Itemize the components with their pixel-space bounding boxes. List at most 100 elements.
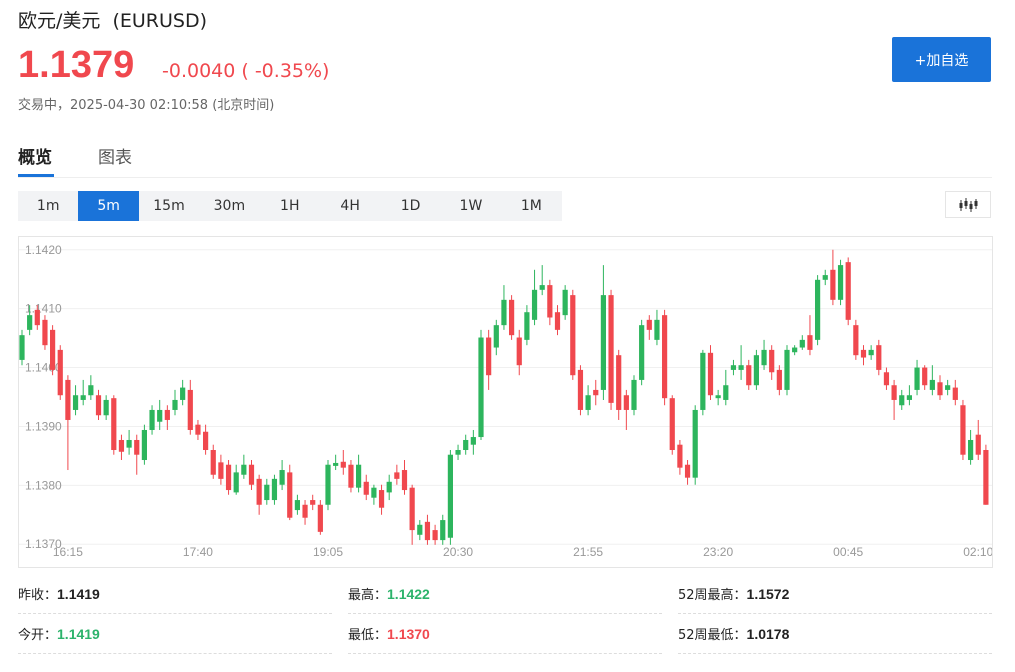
y-tick-label: 1.1390 (25, 419, 62, 433)
period-bar: 1m 5m 15m 30m 1H 4H 1D 1W 1M (18, 191, 562, 221)
candle-body (799, 339, 805, 348)
candle-body (447, 454, 453, 538)
add-watchlist-button[interactable]: +加自选 (892, 37, 991, 82)
x-tick-label: 16:15 (53, 545, 83, 559)
candle-body (585, 395, 591, 410)
candle-body (164, 409, 170, 420)
candle-body (378, 490, 385, 508)
period-button[interactable]: 1H (280, 198, 300, 214)
candle-body (440, 520, 446, 541)
candle-body (914, 367, 920, 390)
y-tick-label: 1.1370 (25, 537, 62, 551)
candle-body (730, 365, 737, 370)
candle-body (248, 464, 255, 485)
divider (18, 177, 992, 178)
candle-body (883, 372, 890, 386)
candle-body (891, 385, 897, 400)
candle-body (960, 405, 966, 455)
candle-body (225, 464, 232, 491)
candle-body (470, 437, 476, 445)
candle-body (203, 431, 209, 450)
stat-label: 最高： (348, 588, 388, 603)
period-button[interactable]: 30m (213, 198, 246, 214)
candle-body (401, 470, 408, 491)
candle-body (570, 295, 576, 376)
candle-body (180, 387, 186, 400)
candle-body (409, 487, 415, 531)
candle-body (929, 379, 935, 390)
candle-body (34, 309, 40, 326)
candle-body (593, 389, 599, 396)
candle-body (524, 312, 530, 340)
stat-label: 今开： (18, 628, 58, 643)
candle-body (172, 399, 178, 410)
candle-body (317, 504, 323, 532)
candle-body (118, 439, 125, 452)
candle-body (271, 478, 278, 501)
candle-body (639, 325, 645, 380)
candle-body (631, 379, 637, 410)
stat-value: 1.1572 (746, 585, 790, 602)
candle-body (325, 464, 331, 505)
candle-body (187, 389, 193, 430)
candle-body (700, 352, 706, 410)
candle-body (547, 285, 553, 318)
chart-type-button[interactable] (945, 191, 991, 218)
stat-value: 1.1422 (387, 585, 430, 602)
candle-body (577, 369, 584, 410)
candle-body (126, 439, 132, 448)
tab[interactable]: 图表 (98, 148, 132, 168)
candle-body (616, 355, 622, 410)
candle-body (623, 395, 629, 410)
candle-body (646, 319, 652, 330)
period-button[interactable]: 15m (153, 198, 185, 214)
x-tick-label: 02:10 (963, 545, 993, 559)
candle-body (539, 285, 545, 290)
candle-body (738, 365, 744, 370)
candle-body (853, 325, 859, 356)
period-button[interactable]: 1W (459, 198, 483, 214)
candle-body (654, 319, 660, 340)
candle-body (478, 337, 484, 438)
y-tick-label: 1.1420 (25, 243, 62, 257)
candle-body (424, 521, 431, 541)
candle-body (715, 395, 721, 399)
candle-body (302, 504, 308, 518)
period-button[interactable]: 4H (340, 198, 360, 214)
status: 交易中，2025-04-30 02:10:58 (北京时间) (18, 98, 275, 113)
candle-body (531, 289, 538, 320)
stat: 52周最低： 1.0178 (678, 614, 992, 654)
candle-body (899, 395, 905, 406)
title: 欧元/美元 (EURUSD) (18, 10, 208, 32)
candle-body (968, 439, 974, 461)
price: 1.1379 (18, 44, 135, 86)
chart-frame (18, 236, 993, 568)
candle-body (157, 409, 163, 422)
stat-value: 1.1370 (387, 625, 430, 642)
candle-body (554, 312, 561, 330)
candle-body (294, 500, 300, 511)
tab[interactable]: 概览 (18, 148, 52, 168)
candle-body (807, 335, 813, 350)
candle-body (815, 279, 821, 340)
candle-body (57, 349, 63, 396)
candle-body (210, 450, 216, 475)
period-button[interactable]: 1M (520, 198, 542, 214)
period-button[interactable]: 5m (78, 191, 139, 221)
candle-body (348, 464, 354, 488)
candle-body (945, 385, 951, 390)
candle-body (363, 481, 369, 495)
candle-body (233, 472, 239, 493)
candle-body (149, 409, 155, 430)
candle-body (769, 349, 775, 373)
stat-label: 52周最低： (678, 628, 747, 643)
x-tick-label: 21:55 (573, 545, 603, 559)
period-button[interactable]: 1m (36, 198, 60, 214)
candle-body (983, 450, 989, 505)
candle-body (103, 399, 109, 416)
candle-body (509, 299, 515, 336)
candle-body (600, 295, 606, 390)
period-button[interactable]: 1D (400, 198, 421, 214)
